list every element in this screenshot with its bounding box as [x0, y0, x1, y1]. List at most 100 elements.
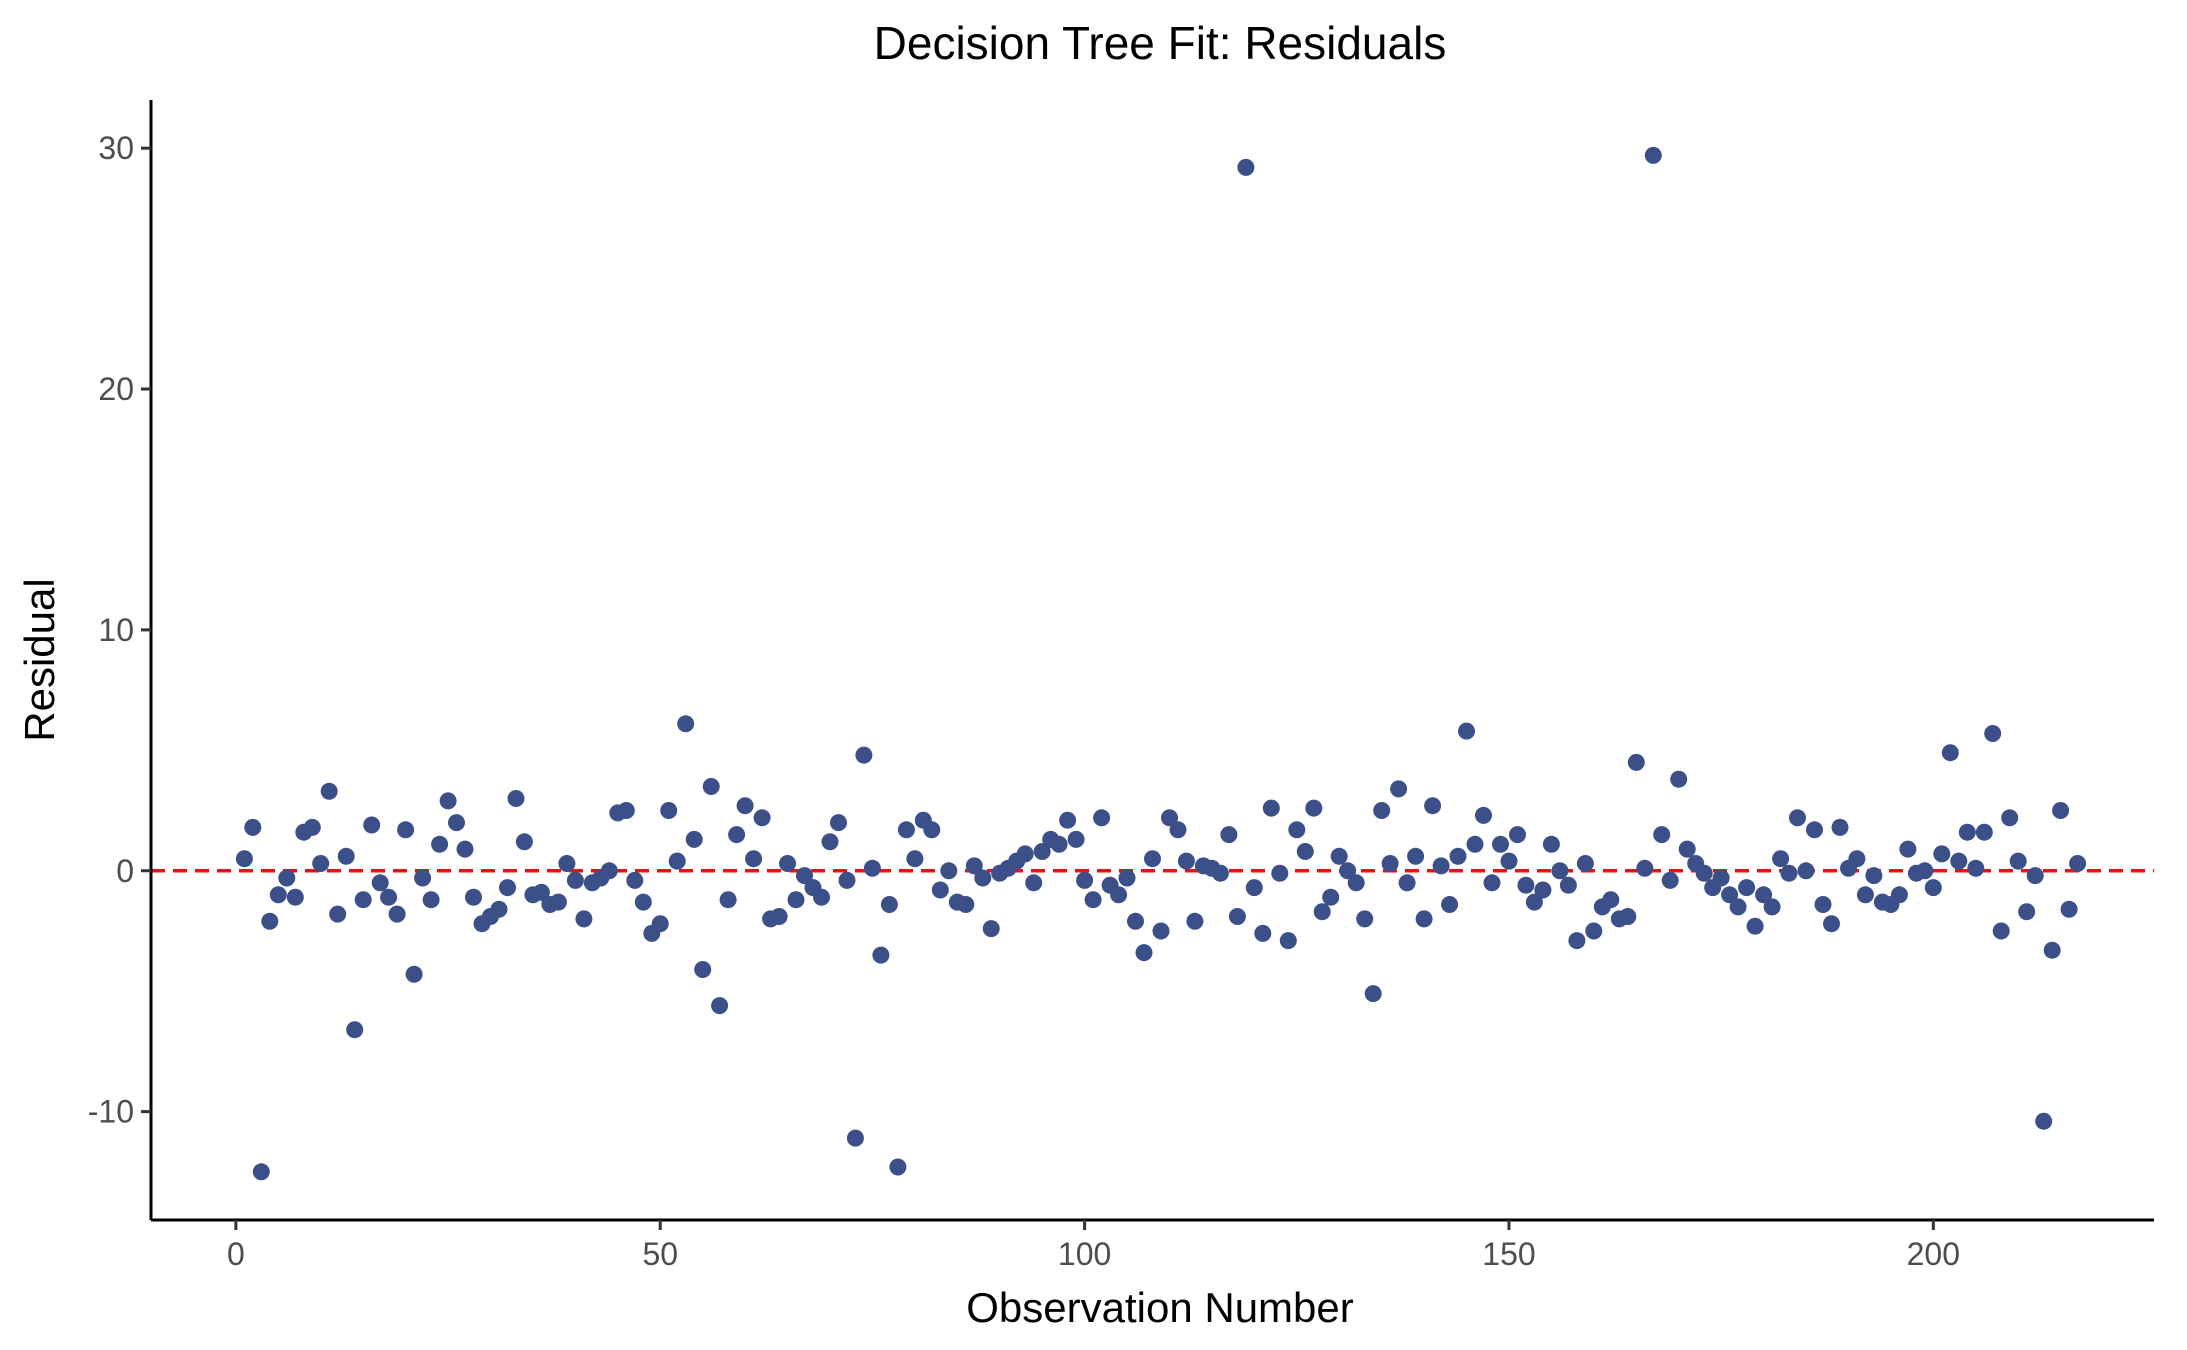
data-point — [1670, 770, 1688, 788]
x-axis-title: Observation Number — [966, 1284, 1354, 1331]
data-point — [1237, 158, 1255, 176]
data-point — [1576, 855, 1594, 872]
y-tick-label: 30 — [98, 130, 134, 166]
data-point — [1636, 859, 1654, 877]
data-point — [1619, 908, 1637, 925]
data-point — [346, 1021, 364, 1039]
data-point — [736, 797, 754, 815]
data-point — [685, 830, 703, 848]
data-point — [2052, 802, 2070, 819]
x-axis-ticks: 0 50 100 150 200 — [227, 1220, 1960, 1272]
data-point — [1220, 826, 1238, 844]
data-point — [1424, 797, 1442, 815]
data-point — [906, 850, 924, 868]
data-point — [1127, 912, 1144, 930]
data-point — [965, 857, 983, 875]
data-point — [1678, 840, 1696, 858]
data-point — [558, 855, 576, 872]
data-point — [974, 869, 992, 887]
data-point — [1084, 891, 1102, 909]
data-point — [1398, 874, 1416, 892]
data-point — [1169, 821, 1187, 839]
data-point — [1245, 879, 1263, 897]
data-point — [863, 859, 881, 877]
data-point — [1050, 835, 1068, 853]
data-point — [1475, 806, 1492, 824]
data-point — [1729, 898, 1747, 916]
data-point — [465, 888, 482, 906]
data-point — [1339, 862, 1357, 880]
data-point — [846, 1129, 864, 1147]
data-point — [1534, 881, 1552, 899]
data-point — [422, 891, 440, 909]
data-point — [711, 997, 729, 1015]
data-point — [2035, 1112, 2053, 1130]
data-point — [515, 833, 533, 851]
data-point — [651, 915, 669, 933]
data-point — [770, 908, 788, 925]
data-point — [371, 874, 389, 892]
data-point — [1415, 910, 1433, 928]
data-point — [1330, 847, 1348, 865]
data-point — [1644, 146, 1662, 164]
data-point — [1941, 744, 1959, 762]
y-axis-title: Residual — [16, 578, 63, 741]
data-point — [1814, 896, 1832, 913]
data-point — [1967, 859, 1985, 877]
data-point — [1177, 852, 1195, 870]
data-point — [889, 1158, 907, 1176]
data-point — [1789, 809, 1806, 827]
data-point — [1772, 850, 1790, 868]
data-point — [1755, 886, 1773, 904]
data-point — [923, 821, 941, 839]
data-point — [1492, 835, 1509, 853]
data-point — [957, 896, 975, 913]
data-point — [745, 850, 763, 868]
data-point — [1950, 852, 1968, 870]
data-point — [753, 809, 771, 827]
data-point — [1738, 879, 1756, 897]
data-point — [1110, 886, 1128, 904]
data-point — [1458, 722, 1475, 740]
data-point — [1984, 725, 2002, 742]
y-tick-label: 10 — [98, 612, 134, 648]
data-point — [1016, 845, 1034, 863]
data-point — [1848, 850, 1866, 868]
data-point — [2043, 941, 2061, 959]
data-point — [337, 847, 355, 865]
data-point — [1288, 821, 1306, 839]
data-point — [719, 891, 737, 909]
data-point — [1712, 869, 1730, 887]
data-point — [1432, 857, 1450, 875]
data-point — [1865, 867, 1883, 885]
data-point — [532, 883, 550, 901]
data-point — [312, 855, 330, 872]
data-point — [1186, 912, 1204, 930]
data-point — [2069, 855, 2087, 872]
data-point — [813, 888, 830, 906]
x-tick-label: 50 — [642, 1236, 678, 1272]
data-point — [787, 891, 805, 909]
data-point — [1975, 823, 1993, 841]
data-point — [1661, 871, 1679, 889]
data-point — [252, 1163, 270, 1181]
data-point — [1509, 826, 1526, 844]
data-point — [1856, 886, 1874, 904]
data-point — [1271, 864, 1289, 882]
data-point — [1517, 876, 1535, 894]
data-point — [1161, 809, 1178, 827]
data-point — [880, 896, 898, 913]
x-tick-label: 100 — [1058, 1236, 1111, 1272]
data-point — [1254, 924, 1272, 942]
data-point — [1559, 876, 1577, 894]
data-point — [728, 826, 746, 844]
data-point — [566, 871, 584, 889]
data-point — [354, 891, 372, 909]
data-point — [1721, 886, 1739, 904]
data-point — [779, 855, 796, 872]
data-point — [1093, 809, 1111, 827]
data-point — [439, 792, 457, 810]
data-point — [1228, 908, 1246, 925]
